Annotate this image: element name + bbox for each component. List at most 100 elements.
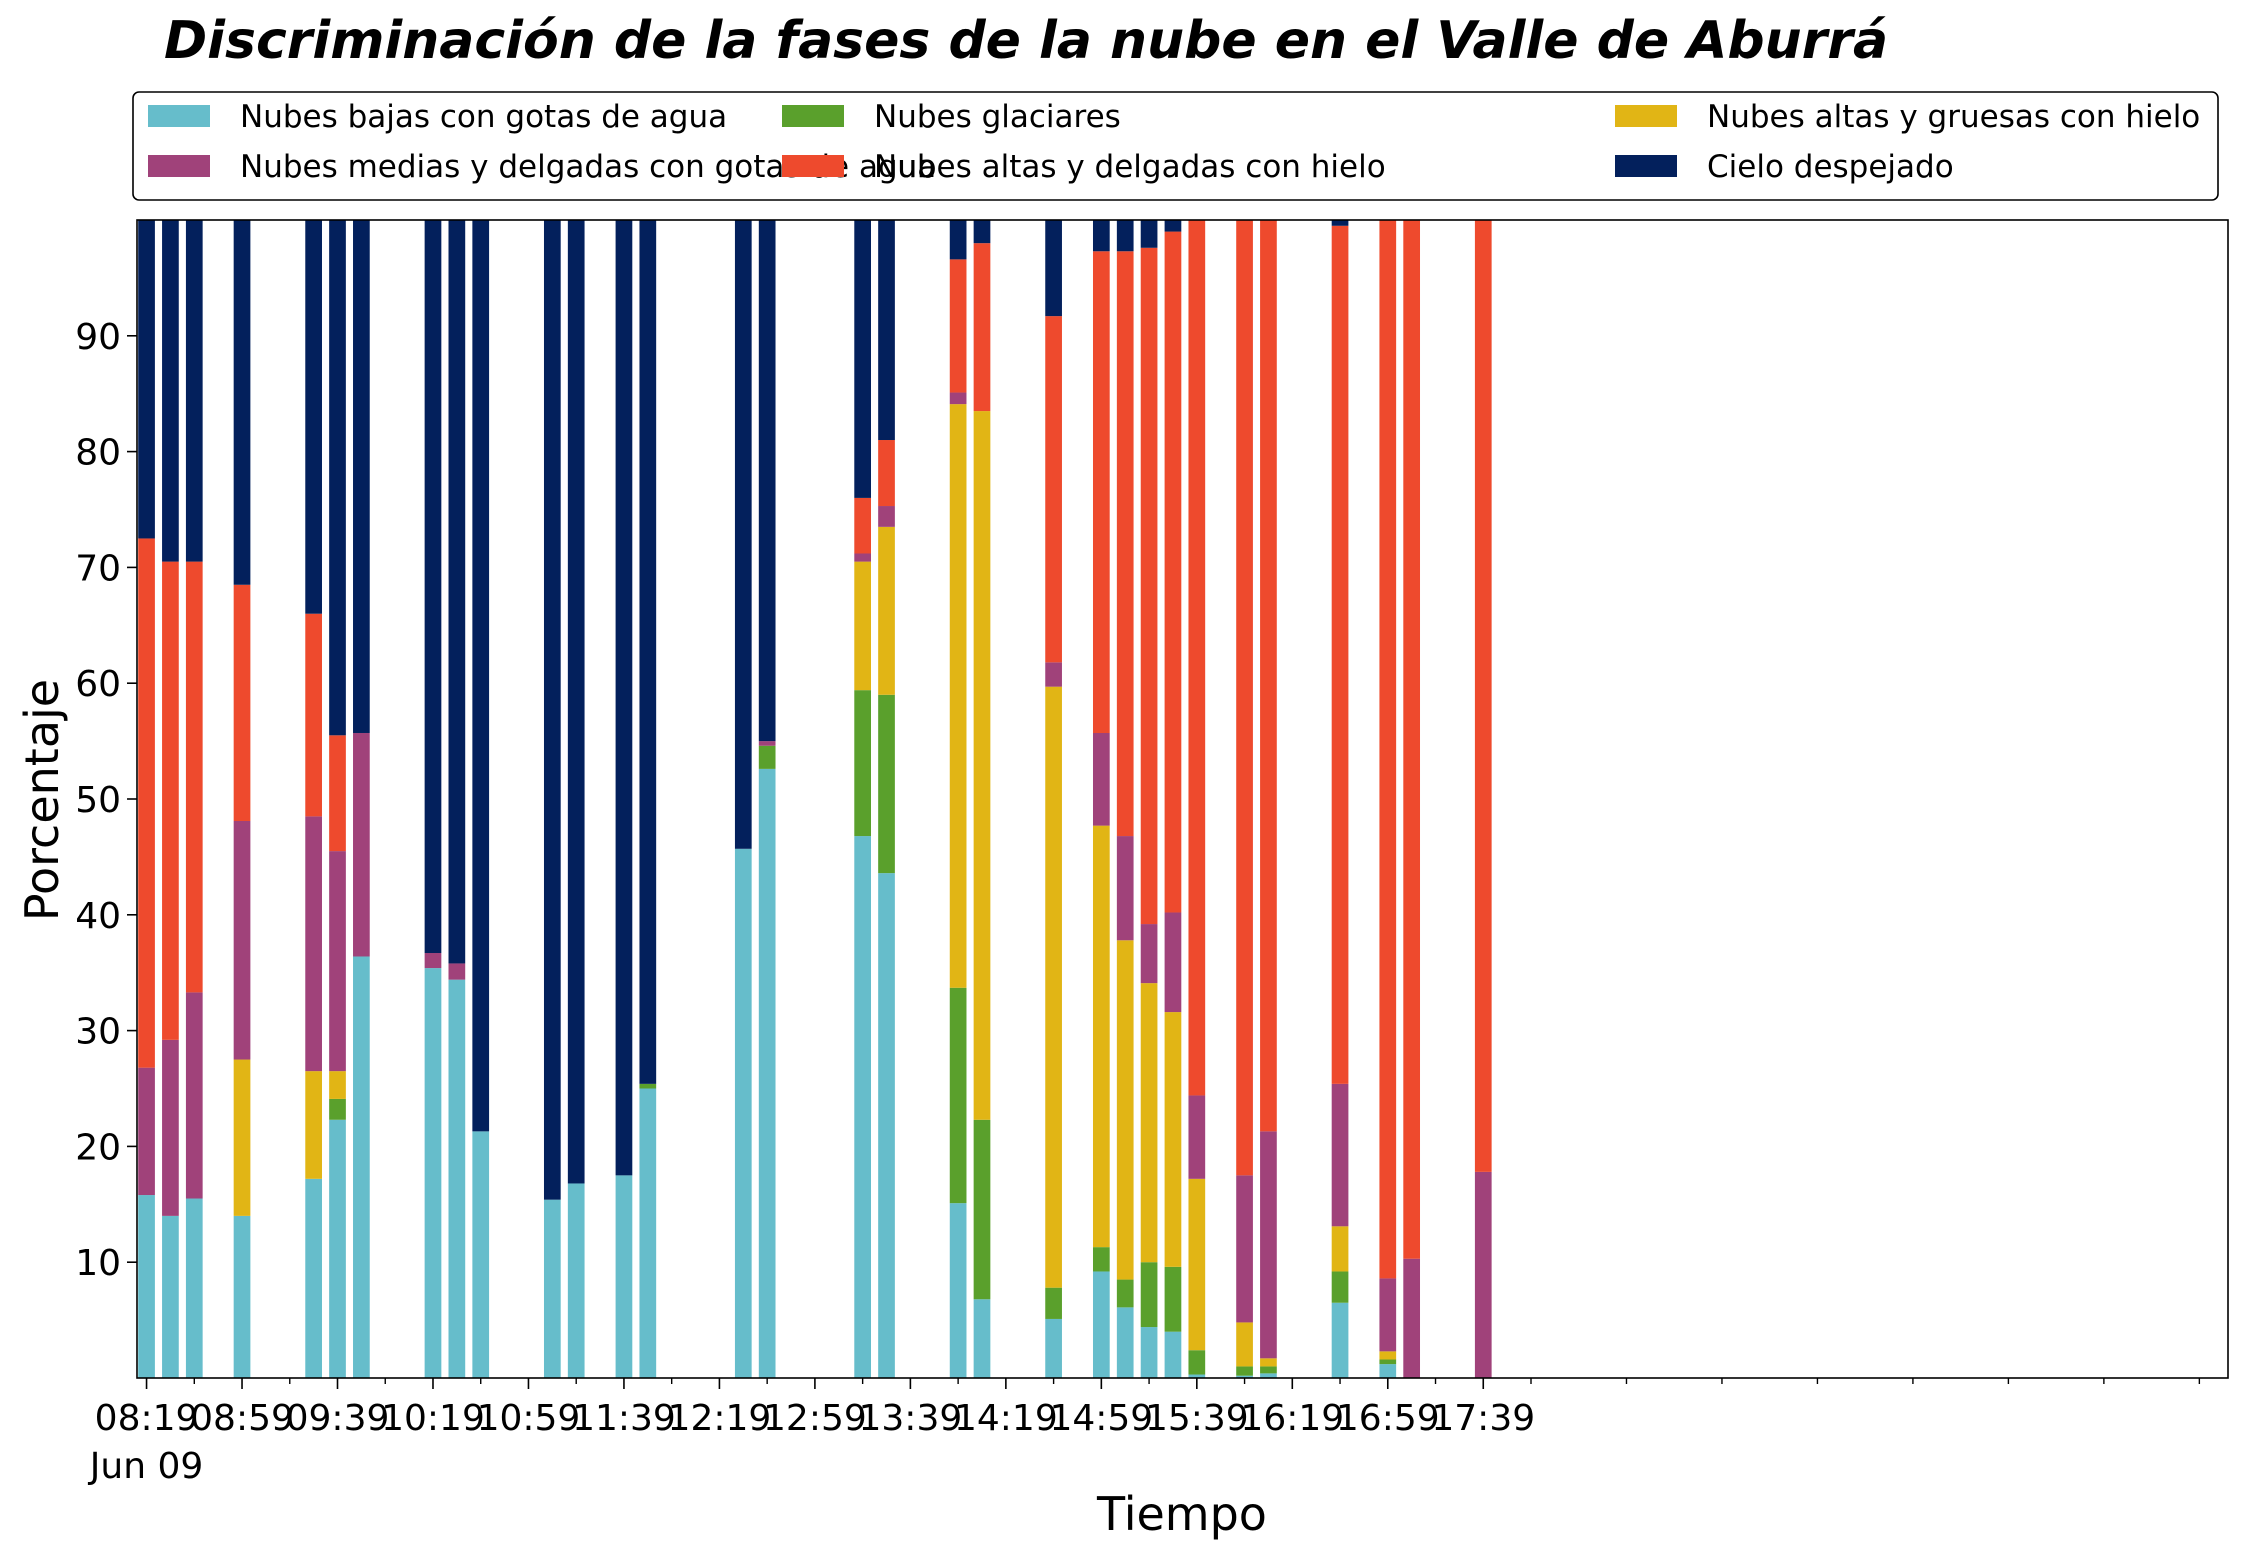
bar-segment bbox=[1045, 220, 1062, 317]
x-tick-label: 10:59 bbox=[477, 1398, 581, 1439]
bar-segment bbox=[472, 1131, 490, 1378]
bar-segment bbox=[1379, 1278, 1397, 1352]
x-tick-label: 14:19 bbox=[954, 1398, 1058, 1439]
x-axis-label: Tiempo bbox=[1096, 1487, 1267, 1541]
bar-segment bbox=[854, 497, 871, 554]
x-tick-label: 16:19 bbox=[1240, 1398, 1344, 1439]
bar-segment bbox=[1379, 1364, 1397, 1378]
bar-segment bbox=[1379, 1359, 1397, 1365]
bar-segment bbox=[1474, 220, 1492, 1172]
y-tick-label: 10 bbox=[75, 1243, 121, 1284]
bar-segment bbox=[1403, 220, 1421, 1259]
bar-segment bbox=[448, 220, 466, 964]
x-tick-label: 15:39 bbox=[1145, 1398, 1249, 1439]
bar-segment bbox=[949, 259, 967, 393]
bar-segment bbox=[1140, 220, 1158, 248]
x-tick-label: 08:19 bbox=[95, 1398, 199, 1439]
y-tick-label: 90 bbox=[75, 317, 121, 358]
bar-segment bbox=[1260, 1131, 1277, 1359]
bar-segment bbox=[1140, 1262, 1158, 1328]
bar-segment bbox=[1092, 732, 1110, 826]
legend: Nubes bajas con gotas de agua Nubes glaci… bbox=[132, 91, 2219, 201]
bar-segment bbox=[1331, 1302, 1349, 1378]
bar-segment bbox=[1045, 1318, 1062, 1378]
bar-segment bbox=[1092, 825, 1110, 1248]
bar-segment bbox=[1188, 1095, 1206, 1179]
bar-segment bbox=[973, 1299, 991, 1378]
bar-segment bbox=[758, 768, 776, 1378]
bar-segment bbox=[305, 613, 322, 817]
y-axis-label: Porcentaje bbox=[15, 679, 69, 921]
bar-segment bbox=[1116, 251, 1134, 837]
legend-swatch bbox=[782, 155, 844, 177]
bar-segment bbox=[973, 220, 991, 244]
bar-segment bbox=[1260, 220, 1277, 1132]
bar-segment bbox=[185, 561, 203, 993]
bar-segment bbox=[353, 220, 370, 733]
bar-segment bbox=[949, 220, 967, 260]
bar-segment bbox=[1188, 1178, 1206, 1351]
bar-segment bbox=[1116, 1279, 1134, 1308]
bar-segment bbox=[1092, 251, 1110, 733]
bar-segment bbox=[233, 220, 251, 585]
x-tick-label: 12:19 bbox=[668, 1398, 772, 1439]
bar-segment bbox=[185, 992, 203, 1199]
bar-segment bbox=[1236, 1366, 1253, 1376]
bar-segment bbox=[1236, 1175, 1253, 1323]
x-tick-label: 12:59 bbox=[763, 1398, 867, 1439]
bar-segment bbox=[639, 220, 657, 1084]
x-tick-label: 10:19 bbox=[381, 1398, 485, 1439]
bar-segment bbox=[543, 220, 561, 1200]
bar-segment bbox=[1164, 220, 1182, 232]
x-tick-label: 16:59 bbox=[1336, 1398, 1440, 1439]
bar-segment bbox=[615, 220, 633, 1176]
legend-entry-label: Nubes altas y delgadas con hielo bbox=[874, 149, 1386, 185]
y-tick-label: 60 bbox=[75, 664, 121, 705]
bar-segment bbox=[329, 1119, 346, 1378]
bar-segment bbox=[1164, 1012, 1182, 1267]
bar-segment bbox=[973, 1119, 991, 1300]
bar-segment bbox=[329, 1098, 346, 1120]
legend-swatch bbox=[1615, 155, 1677, 177]
x-tick-label: 08:59 bbox=[190, 1398, 294, 1439]
legend-swatch bbox=[148, 105, 210, 127]
bar-segment bbox=[1379, 1351, 1397, 1360]
bar-segment bbox=[448, 979, 466, 1378]
chart-title: Discriminación de la fases de la nube en… bbox=[164, 11, 1888, 71]
bar-segment bbox=[233, 1059, 251, 1216]
bar-segment bbox=[185, 1198, 203, 1378]
bar-segment bbox=[1379, 220, 1397, 1279]
bar-segment bbox=[162, 1039, 179, 1216]
x-tick-label: 11:39 bbox=[572, 1398, 676, 1439]
bar-segment bbox=[233, 584, 251, 821]
x-axis: 08:19 Jun 09 08:5909:3910:1910:5911:3912:1… bbox=[88, 1378, 2201, 1487]
bar-segment bbox=[1164, 231, 1182, 913]
bar-segment bbox=[305, 816, 322, 1072]
y-tick-label: 80 bbox=[75, 433, 121, 474]
bar-segment bbox=[472, 220, 490, 1132]
bar-segment bbox=[1331, 1271, 1349, 1303]
bar-segment bbox=[1236, 1375, 1253, 1378]
x-tick-label: 17:39 bbox=[1431, 1398, 1535, 1439]
x-tick-label: 14:59 bbox=[1049, 1398, 1153, 1439]
bar-segment bbox=[329, 220, 346, 736]
bar-segment bbox=[353, 956, 370, 1378]
bar-segment bbox=[973, 243, 991, 412]
bar-segment bbox=[878, 694, 895, 874]
legend-entry-label: Nubes bajas con gotas de agua bbox=[240, 99, 727, 135]
bar-segment bbox=[878, 506, 895, 527]
bar-segment bbox=[1260, 1366, 1277, 1374]
bar-segment bbox=[1140, 924, 1158, 984]
bar-segment bbox=[878, 526, 895, 695]
bar-segment bbox=[1164, 912, 1182, 1013]
legend-entry-label: Cielo despejado bbox=[1707, 149, 1954, 185]
bar-segment bbox=[233, 821, 251, 1060]
bar-segment bbox=[1116, 220, 1134, 252]
bar-segment bbox=[1116, 1307, 1134, 1378]
bar-segment bbox=[162, 1215, 179, 1378]
legend-swatch bbox=[782, 105, 844, 127]
bar-segment bbox=[162, 561, 179, 1040]
bar-segment bbox=[1236, 1322, 1253, 1367]
bar-segment bbox=[639, 1088, 657, 1378]
